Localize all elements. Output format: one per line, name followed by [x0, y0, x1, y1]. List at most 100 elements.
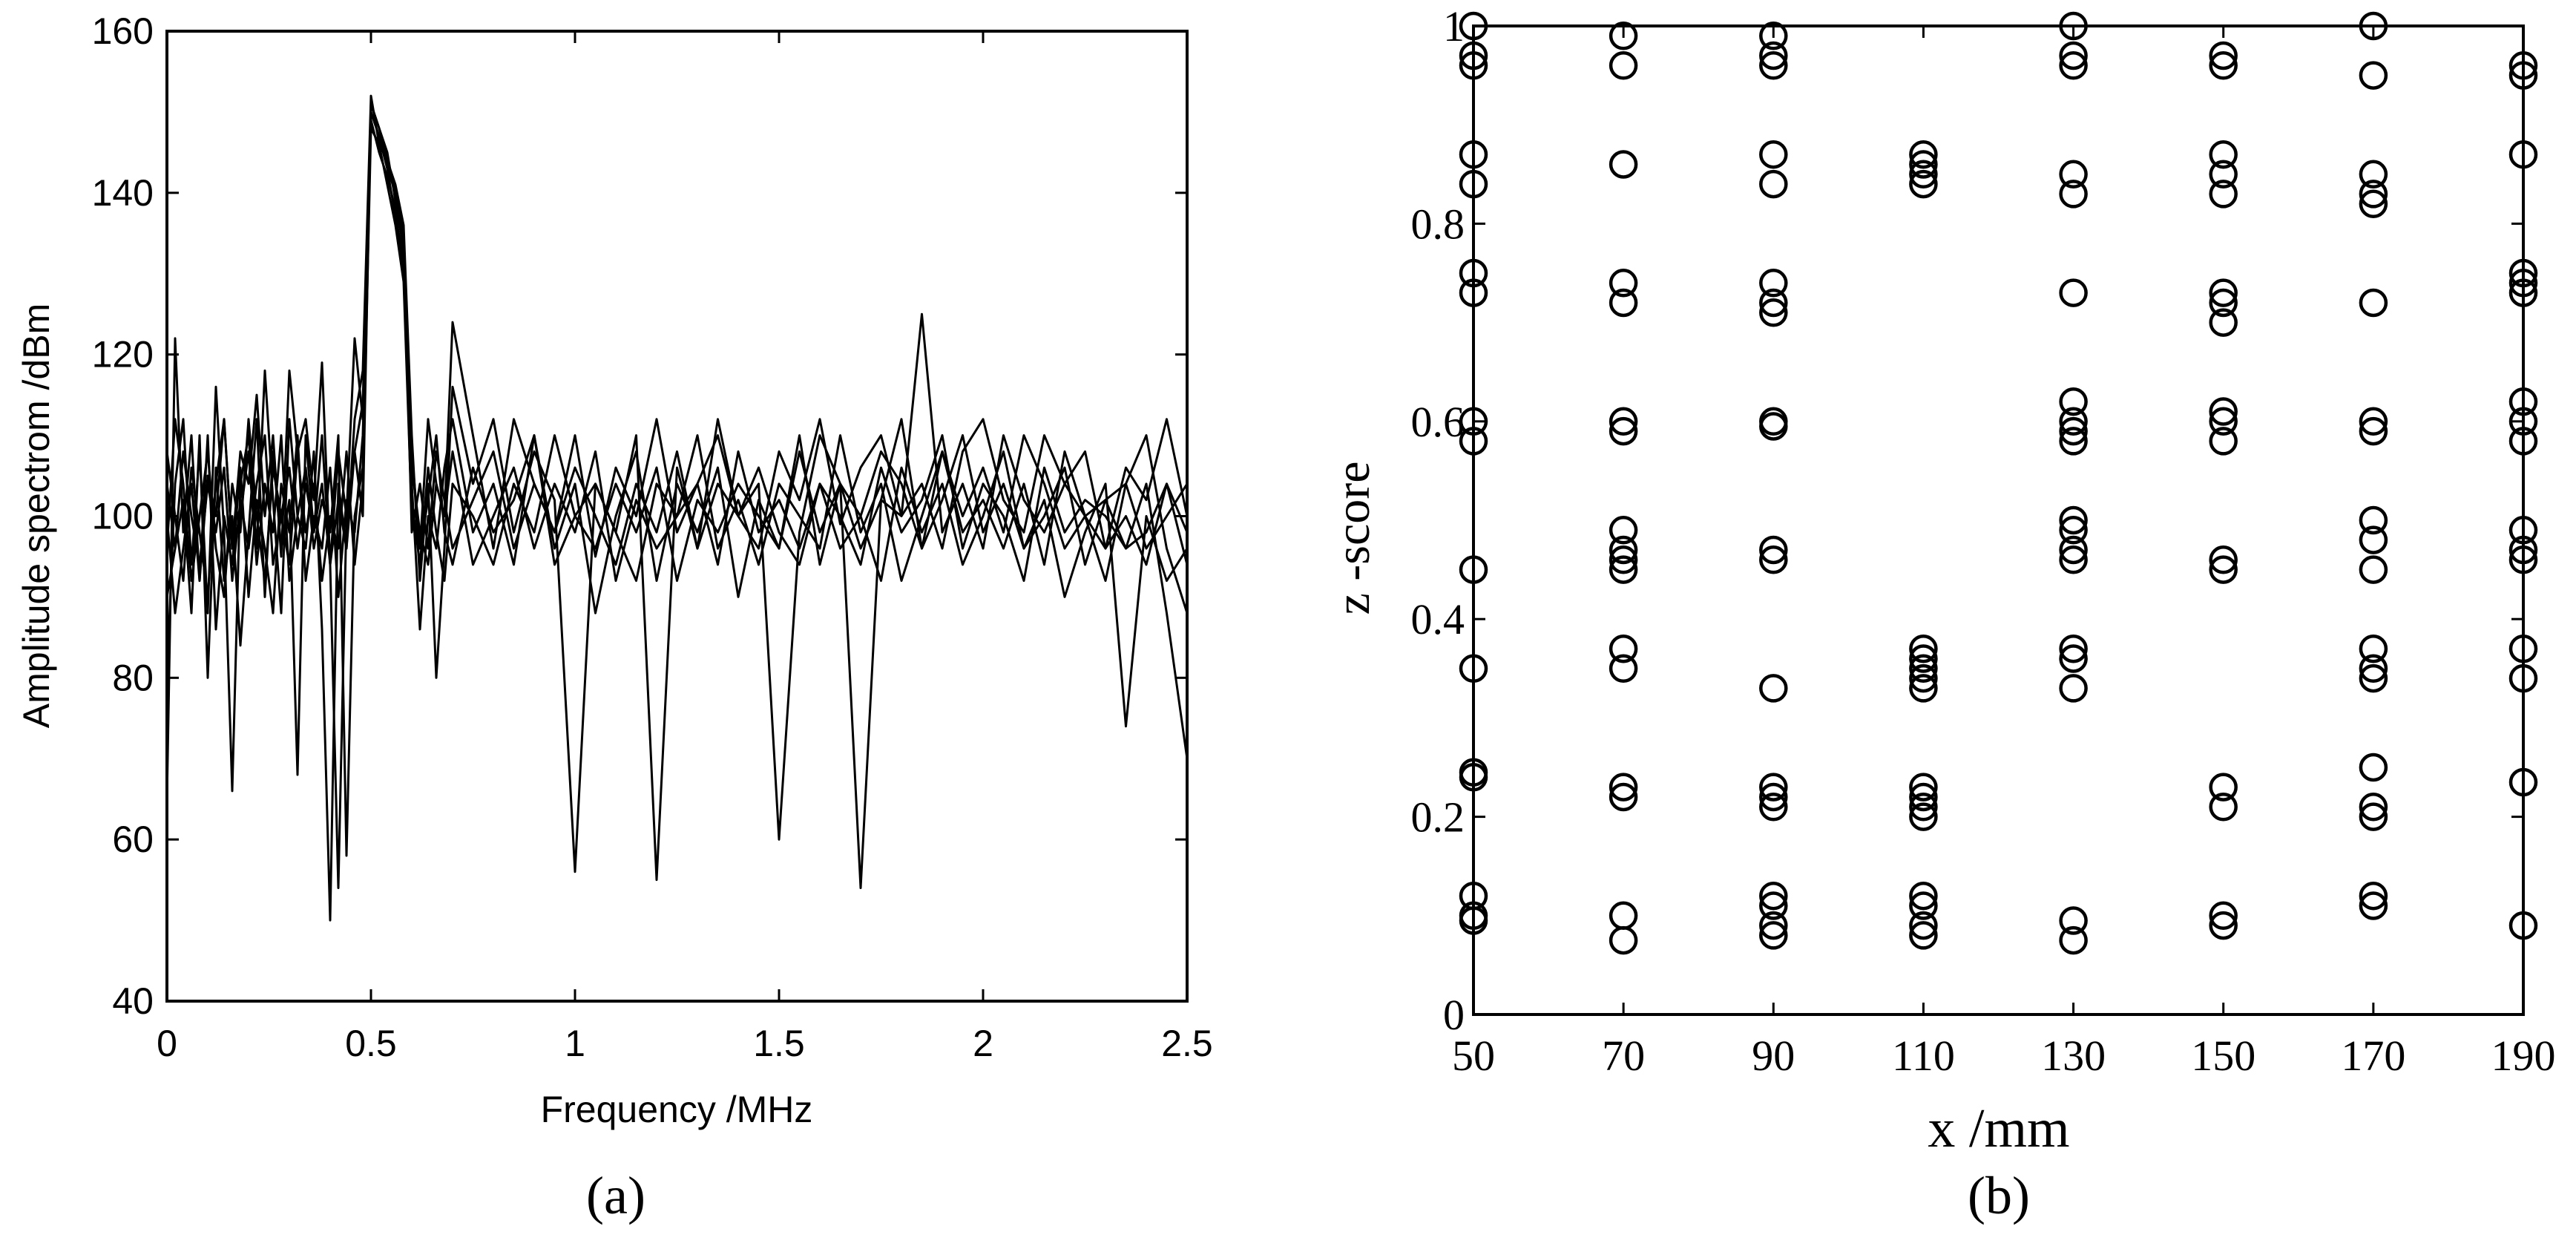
panel-b-data-point [1909, 663, 1938, 693]
panel-b-data-point [1909, 654, 1938, 683]
panel-b-data-point [1759, 545, 1788, 574]
panel-b-data-point [2508, 387, 2538, 416]
panel-b-data-point [2359, 525, 2388, 554]
panel-b-x-tick-label: 150 [2191, 1032, 2255, 1080]
panel-b-data-point [2059, 407, 2088, 436]
panel-b-data-point [1459, 763, 1488, 792]
panel-b-data-point [2508, 535, 2538, 565]
panel-b-data-point [1609, 555, 1638, 584]
panel-b-data-point [2059, 516, 2088, 545]
panel-a-x-tick-label: 1 [565, 1023, 585, 1064]
panel-b-y-ticks: 0 0.2 0.4 0.6 0.8 1 [1411, 2, 2523, 1039]
panel-a-x-ticks: 0 0.5 1 1.5 2 2.5 [157, 31, 1213, 1064]
panel-b-data-point [1909, 169, 1938, 199]
panel-b-data-point [2059, 644, 2088, 673]
panel-b-data-point [2359, 505, 2388, 535]
panel-b-data-point [2209, 793, 2238, 822]
panel-b-data-point [1759, 782, 1788, 812]
panel-a-y-axis-label: Amplitude spectrom /dBm [16, 304, 57, 728]
panel-b-data-point [2059, 535, 2088, 565]
panel-b-data-point [2359, 753, 2388, 782]
panel-b-data-point [1759, 535, 1788, 565]
panel-b-data-point [1459, 41, 1488, 71]
panel-a-x-tick-label: 2 [973, 1023, 993, 1064]
panel-b-data-point [2508, 663, 2538, 693]
panel-b-data-point [2209, 51, 2238, 80]
panel-b-label: (b) [1968, 1166, 2030, 1225]
panel-a-x-tick-label: 2.5 [1161, 1023, 1213, 1064]
panel-b-x-tick-label: 90 [1752, 1032, 1795, 1080]
panel-b-data-point [1609, 901, 1638, 931]
panel-b-data-point [2359, 793, 2388, 822]
panel-b-data-point [1609, 516, 1638, 545]
panel-b-data-point [2059, 505, 2088, 535]
panel-b-data-point [2359, 634, 2388, 663]
panel-b-data-point [1609, 407, 1638, 436]
panel-b-data-point [1609, 535, 1638, 565]
panel-b-data-point [2059, 674, 2088, 703]
panel-b-data-point [1759, 773, 1788, 801]
panel-b-data-point [2508, 51, 2538, 80]
panel-b-data-point [2059, 427, 2088, 456]
panel-b-x-tick-label: 190 [2491, 1032, 2556, 1080]
panel-a-series-line-4 [165, 119, 1189, 759]
panel-b-data-point [1609, 416, 1638, 446]
panel-a-series-lines [165, 94, 1189, 922]
panel-b-data-point [1459, 258, 1488, 288]
panel-b-data-point [1759, 51, 1788, 80]
panel-b-data-point [2359, 180, 2388, 209]
panel-b-data-point [2209, 278, 2238, 307]
panel-b-data-point [2359, 555, 2388, 584]
panel-a-y-tick-label: 40 [112, 980, 154, 1022]
panel-b-data-point [1909, 150, 1938, 179]
panel-b-data-point [2508, 911, 2538, 940]
panel-b-data-point [2359, 160, 2388, 189]
panel-b-data-point [2209, 407, 2238, 436]
panel-b-data-point [2508, 140, 2538, 169]
panel-a-y-tick-label: 100 [92, 496, 154, 537]
panel-b-data-point [1759, 269, 1788, 298]
panel-b-data-point [2209, 555, 2238, 584]
panel-b-data-point [1909, 921, 1938, 950]
panel-b-data-point [2209, 180, 2238, 209]
panel-b-data-point [2508, 516, 2538, 545]
panel-b-data-point [1459, 51, 1488, 80]
panel-b-y-axis-label: z -score [1326, 461, 1380, 614]
panel-b-data-point [1459, 906, 1488, 935]
panel-b-data-point [1759, 22, 1788, 50]
panel-b-data-point [2508, 407, 2538, 436]
panel-b-data-point [2059, 634, 2088, 663]
panel-b-data-point [1909, 911, 1938, 940]
panel-a-label: (a) [586, 1166, 645, 1225]
panel-a-series-line-7 [165, 102, 1189, 583]
panel-b-x-tick-label: 50 [1452, 1032, 1495, 1080]
panel-b-data-point [2209, 397, 2238, 426]
panel-b-data-point [2209, 288, 2238, 318]
panel-b-data-point [2209, 160, 2238, 189]
panel-b-data-point [1459, 654, 1488, 683]
panel-b-y-tick-label: 0 [1443, 991, 1465, 1039]
panel-b-data-point [1609, 288, 1638, 318]
panel-b-data-point [1759, 921, 1788, 950]
panel-b-data-point [1759, 881, 1788, 911]
panel-b-data-point [2059, 416, 2088, 446]
panel-a-x-tick-label: 1.5 [753, 1023, 805, 1064]
panel-b-data-point [1909, 674, 1938, 703]
panel-b-data-point [2209, 41, 2238, 71]
panel-b-data-point [1459, 278, 1488, 307]
panel-b-data-point [2508, 61, 2538, 90]
panel-a-series-line-5 [165, 111, 1189, 857]
panel-b-data-point [1759, 140, 1788, 169]
panel-b-data-point [1909, 782, 1938, 812]
panel-b-data-point [1609, 654, 1638, 683]
panel-a-amplitude-spectrum-chart: 0 0.5 1 1.5 2 2.5 40 60 80 100 120 140 160 Frequenc… [16, 10, 1213, 1225]
panel-b-data-point [2508, 427, 2538, 456]
panel-b-y-tick-label: 0.6 [1411, 398, 1465, 446]
panel-b-data-point [1609, 269, 1638, 298]
panel-b-x-tick-label: 110 [1892, 1032, 1955, 1080]
panel-b-x-axis-label: x /mm [1928, 1098, 2069, 1159]
panel-b-data-point [1909, 773, 1938, 801]
panel-b-data-point [1909, 793, 1938, 822]
panel-b-data-point [2209, 427, 2238, 456]
